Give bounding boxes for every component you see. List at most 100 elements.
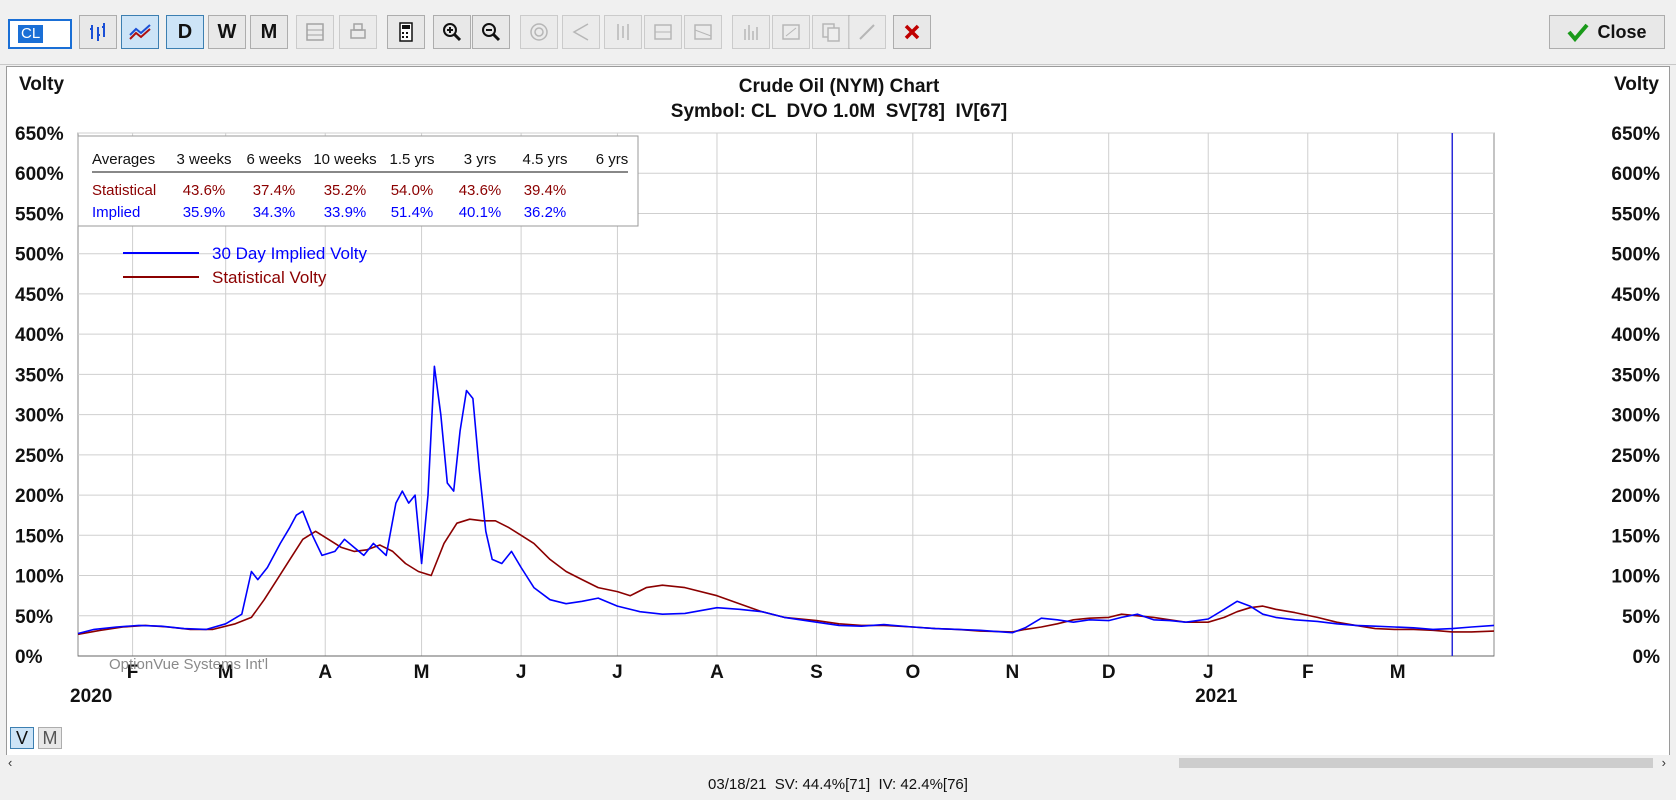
print-button[interactable] xyxy=(339,15,377,49)
y-tick-label-left: 100% xyxy=(15,567,64,588)
copy-button[interactable] xyxy=(812,15,850,49)
status-bar: 03/18/21 SV: 44.4%[71] IV: 42.4%[76] xyxy=(0,770,1676,800)
averages-header: 3 weeks xyxy=(176,151,231,168)
bars-tool-button[interactable] xyxy=(604,15,642,49)
volatility-chart[interactable]: Crude Oil (NYM) Chart Symbol: CL DVO 1.0… xyxy=(7,67,1669,755)
view-toggle-m[interactable]: M xyxy=(38,727,62,749)
series-line xyxy=(77,518,1495,636)
symbol-input-value: CL xyxy=(18,25,44,43)
averages-header: Averages xyxy=(92,151,155,168)
y-tick-label-right: 0% xyxy=(1633,647,1661,668)
daily-button-label: D xyxy=(177,20,193,43)
hatch-tool-button[interactable] xyxy=(644,15,682,49)
draw-line-button[interactable] xyxy=(848,15,886,49)
horizontal-scrollbar[interactable]: ‹ › xyxy=(6,755,1670,771)
x-tick-label: O xyxy=(905,662,920,683)
averages-table xyxy=(77,135,639,227)
x-tick-label: M xyxy=(1390,662,1406,683)
y-tick-label-left: 150% xyxy=(15,526,64,547)
y-tick-label-right: 150% xyxy=(1611,526,1660,547)
channel-icon xyxy=(694,24,712,40)
y-tick-label-left: 600% xyxy=(15,164,64,185)
y-tick-label-right: 300% xyxy=(1611,406,1660,427)
line-chart-button[interactable] xyxy=(121,15,159,49)
checkmark-icon xyxy=(1567,23,1590,42)
volume-icon xyxy=(744,25,758,40)
bar-chart-icon xyxy=(90,23,105,41)
x-tick-label: M xyxy=(218,662,234,683)
averages-row-label: Statistical xyxy=(92,182,156,199)
y-tick-label-right: 100% xyxy=(1611,567,1660,588)
averages-header: 4.5 yrs xyxy=(522,151,567,168)
y-tick-label-right: 50% xyxy=(1622,607,1660,628)
chart-panel: Crude Oil (NYM) Chart Symbol: CL DVO 1.0… xyxy=(6,66,1670,756)
y-tick-label-right: 650% xyxy=(1611,124,1660,145)
averages-cell: 43.6% xyxy=(183,182,226,199)
zoom-out-icon xyxy=(482,23,501,42)
grid-options-button[interactable] xyxy=(296,15,334,49)
monthly-button[interactable]: M xyxy=(250,15,288,49)
view-toggle-v-label: V xyxy=(15,728,28,748)
y-tick-label-left: 200% xyxy=(15,486,64,507)
x-tick-label: J xyxy=(1203,662,1214,683)
scroll-left-arrow-icon[interactable]: ‹ xyxy=(8,755,13,770)
zoom-out-button[interactable] xyxy=(472,15,510,49)
volume-tool-button[interactable] xyxy=(732,15,770,49)
x-tick-label: M xyxy=(414,662,430,683)
y-tick-label-left: 50% xyxy=(15,607,53,628)
averages-cell: 39.4% xyxy=(524,182,567,199)
averages-cell: 34.3% xyxy=(253,204,296,221)
copy-icon xyxy=(822,23,840,42)
x-tick-label: N xyxy=(1006,662,1020,683)
bar-chart-button[interactable] xyxy=(79,15,117,49)
series-line xyxy=(77,365,1495,635)
y-tick-label-left: 250% xyxy=(15,446,64,467)
y-tick-label-right: 450% xyxy=(1611,285,1660,306)
y-tick-label-left: 400% xyxy=(15,325,64,346)
y-tick-label-right: 200% xyxy=(1611,486,1660,507)
chart-title: Crude Oil (NYM) Chart xyxy=(739,76,940,97)
y-tick-label-left: 300% xyxy=(15,406,64,427)
averages-cell: 40.1% xyxy=(459,204,502,221)
averages-header: 6 yrs xyxy=(596,151,629,168)
y-tick-label-left: 0% xyxy=(15,647,43,668)
monthly-button-label: M xyxy=(260,20,278,43)
averages-cell: 51.4% xyxy=(391,204,434,221)
weekly-button[interactable]: W xyxy=(208,15,246,49)
x-tick-label: J xyxy=(612,662,623,683)
view-toggle-v[interactable]: V xyxy=(10,727,34,749)
y-axis-label-right: Volty xyxy=(1614,74,1659,95)
legend-label: 30 Day Implied Volty xyxy=(212,244,367,263)
target-icon xyxy=(530,23,548,41)
channel-tool-button[interactable] xyxy=(684,15,722,49)
daily-button[interactable]: D xyxy=(166,15,204,49)
status-text: 03/18/21 SV: 44.4%[71] IV: 42.4%[76] xyxy=(708,776,968,793)
averages-cell: 37.4% xyxy=(253,182,296,199)
y-tick-label-right: 500% xyxy=(1611,245,1660,266)
averages-cell: 43.6% xyxy=(459,182,502,199)
scroll-right-arrow-icon[interactable]: › xyxy=(1661,755,1666,770)
calculator-icon xyxy=(399,22,413,42)
averages-cell: 35.2% xyxy=(324,182,367,199)
calculator-button[interactable] xyxy=(387,15,425,49)
averages-header: 3 yrs xyxy=(464,151,497,168)
averages-cell: 35.9% xyxy=(183,204,226,221)
delete-button[interactable] xyxy=(893,15,931,49)
x-tick-label: F xyxy=(127,662,139,683)
weekly-button-label: W xyxy=(217,20,237,43)
pencil-icon xyxy=(859,24,875,40)
close-button[interactable]: Close xyxy=(1549,15,1665,49)
levels-tool-button[interactable] xyxy=(772,15,810,49)
target-button[interactable] xyxy=(520,15,558,49)
angle-tool-button[interactable] xyxy=(562,15,600,49)
printer-icon xyxy=(350,23,366,39)
y-tick-label-right: 250% xyxy=(1611,446,1660,467)
close-button-label: Close xyxy=(1597,21,1647,42)
averages-cell: 54.0% xyxy=(391,182,434,199)
zoom-in-button[interactable] xyxy=(433,15,471,49)
x-tick-label: D xyxy=(1102,662,1116,683)
x-tick-label: J xyxy=(516,662,527,683)
scrollbar-thumb[interactable] xyxy=(1179,758,1653,768)
symbol-input[interactable]: CL xyxy=(8,19,72,49)
chart-subtitle: Symbol: CL DVO 1.0M SV[78] IV[67] xyxy=(671,101,1007,122)
